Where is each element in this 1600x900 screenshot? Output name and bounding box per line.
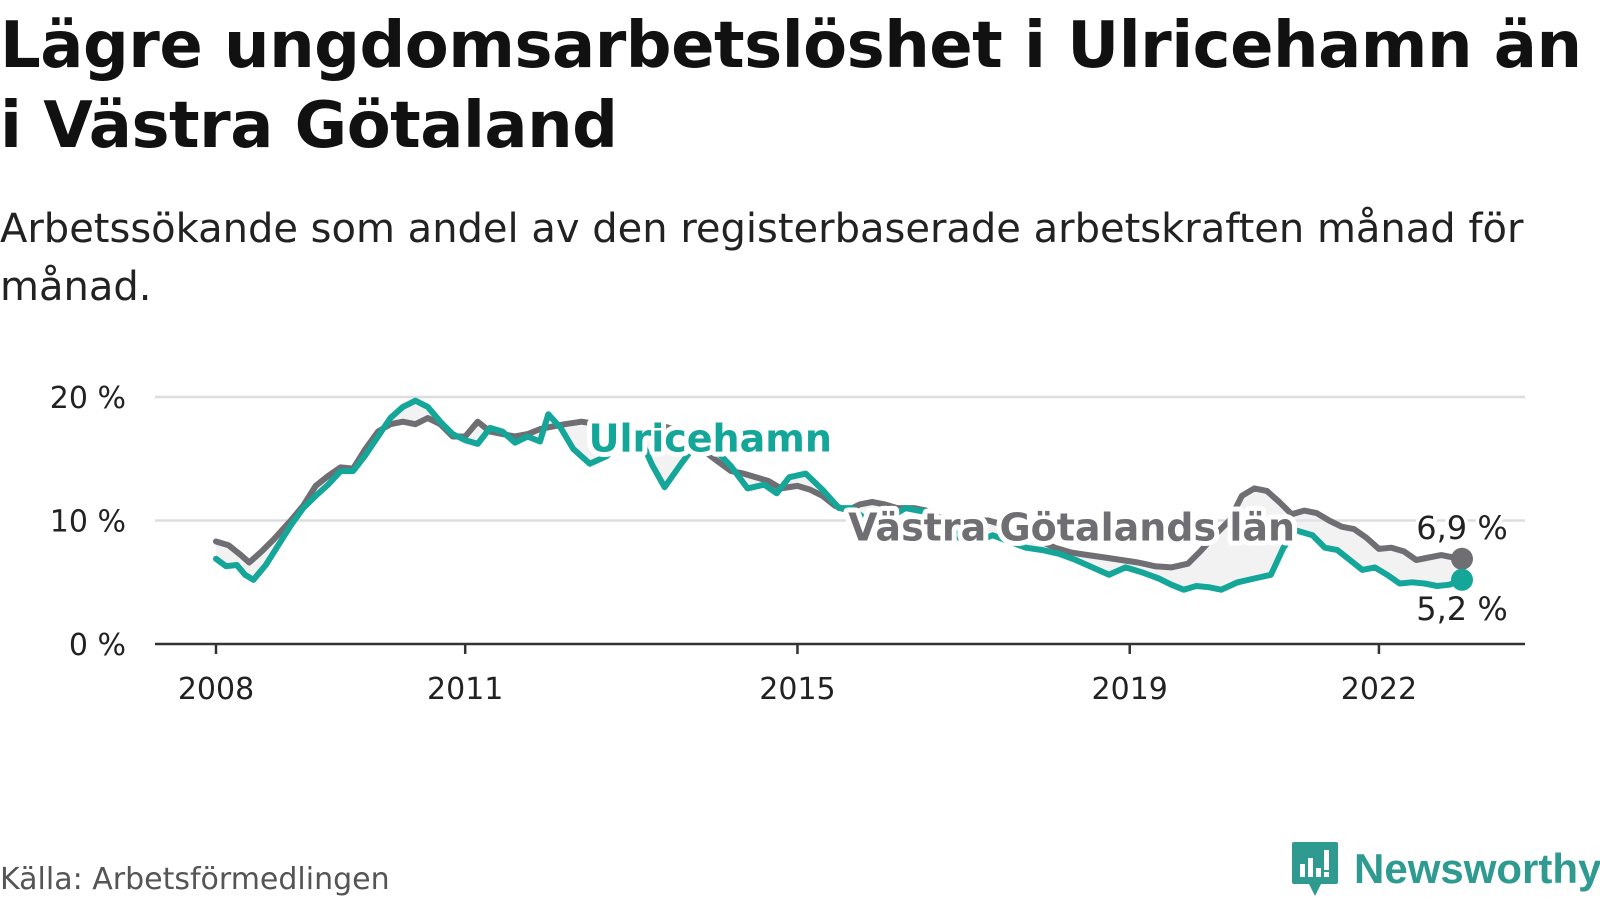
series-label-vastra: Västra Götalands län [848,505,1295,549]
y-tick-label: 0 % [69,628,126,663]
brand-name: Newsworthy [1354,845,1600,892]
y-tick-label: 10 % [50,505,126,540]
source-note: Källa: Arbetsförmedlingen [0,862,390,897]
series-lines [213,397,1465,593]
x-tick-label: 2015 [759,672,835,707]
series-labels: Ulricehamn Västra Götalands län 6,9 % 5,2 % [584,411,1512,631]
newsworthy-logo-icon [1292,842,1338,896]
x-tick-label: 2022 [1341,672,1417,707]
chart-subtitle: Arbetssökande som andel av den registerb… [0,206,1524,310]
chart-title: Lägre ungdomsarbetslöshet i Ulricehamn ä… [0,9,1582,163]
line-chart: 0 % 10 % 20 % 2008 2011 2015 2019 2022 Ulriceh… [50,381,1525,707]
end-value-label-vastra: 6,9 % [1416,509,1507,547]
x-tick-label: 2011 [427,672,503,707]
end-point-ulricehamn [1451,568,1473,591]
x-tick-label: 2019 [1092,672,1168,707]
series-line-ulricehamn [213,397,1465,593]
end-point-vastra [1451,547,1473,570]
x-axis-ticks: 2008 2011 2015 2019 2022 [178,644,1417,707]
series-label-ulricehamn: Ulricehamn [589,416,832,460]
brand-logo[interactable]: Newsworthy [1290,840,1600,898]
y-tick-label: 20 % [50,381,126,416]
end-value-label-ulricehamn: 5,2 % [1416,590,1507,628]
x-tick-label: 2008 [178,672,254,707]
